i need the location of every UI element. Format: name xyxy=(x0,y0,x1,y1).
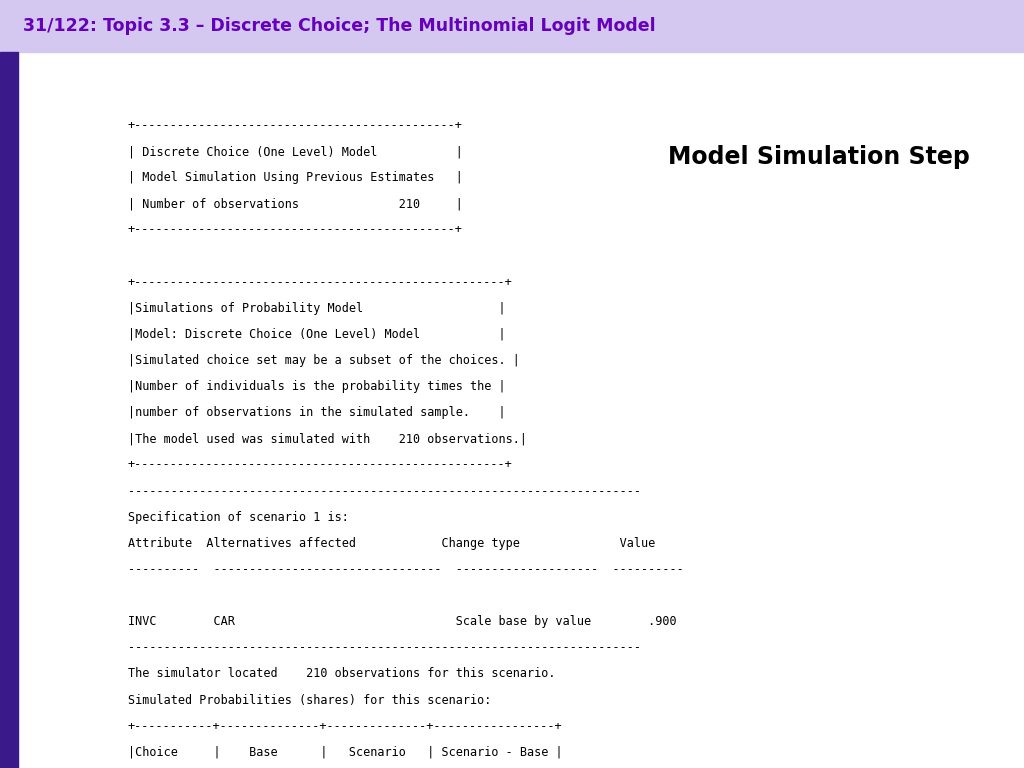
Text: Model Simulation Step: Model Simulation Step xyxy=(669,145,970,170)
Text: | Discrete Choice (One Level) Model           |: | Discrete Choice (One Level) Model | xyxy=(128,145,463,158)
Text: INVC        CAR                               Scale base by value        .900: INVC CAR Scale base by value .900 xyxy=(128,615,677,628)
Text: | Number of observations              210     |: | Number of observations 210 | xyxy=(128,197,463,210)
Text: 31/122: Topic 3.3 – Discrete Choice; The Multinomial Logit Model: 31/122: Topic 3.3 – Discrete Choice; The… xyxy=(23,17,655,35)
Text: ----------  --------------------------------  --------------------  ----------: ---------- -----------------------------… xyxy=(128,563,684,576)
Text: Specification of scenario 1 is:: Specification of scenario 1 is: xyxy=(128,511,349,524)
Text: |number of observations in the simulated sample.    |: |number of observations in the simulated… xyxy=(128,406,506,419)
Text: +----------------------------------------------------+: +---------------------------------------… xyxy=(128,276,513,289)
Text: |Choice     |    Base      |   Scenario   | Scenario - Base |: |Choice | Base | Scenario | Scenario - B… xyxy=(128,746,562,759)
Text: |The model used was simulated with    210 observations.|: |The model used was simulated with 210 o… xyxy=(128,432,527,445)
Text: Attribute  Alternatives affected            Change type              Value: Attribute Alternatives affected Change t… xyxy=(128,537,655,550)
Text: |Simulations of Probability Model                   |: |Simulations of Probability Model | xyxy=(128,302,506,315)
Text: Simulated Probabilities (shares) for this scenario:: Simulated Probabilities (shares) for thi… xyxy=(128,694,492,707)
Text: |Simulated choice set may be a subset of the choices. |: |Simulated choice set may be a subset of… xyxy=(128,354,520,367)
Text: +---------------------------------------------+: +---------------------------------------… xyxy=(128,223,463,237)
Text: |Number of individuals is the probability times the |: |Number of individuals is the probabilit… xyxy=(128,380,506,393)
Text: +-----------+--------------+--------------+-----------------+: +-----------+--------------+------------… xyxy=(128,720,562,733)
Text: ------------------------------------------------------------------------: ----------------------------------------… xyxy=(128,641,641,654)
Text: ------------------------------------------------------------------------: ----------------------------------------… xyxy=(128,485,641,498)
Text: +---------------------------------------------+: +---------------------------------------… xyxy=(128,119,463,132)
Text: | Model Simulation Using Previous Estimates   |: | Model Simulation Using Previous Estima… xyxy=(128,171,463,184)
Text: +----------------------------------------------------+: +---------------------------------------… xyxy=(128,458,513,472)
Text: The simulator located    210 observations for this scenario.: The simulator located 210 observations f… xyxy=(128,667,555,680)
Text: |Model: Discrete Choice (One Level) Model           |: |Model: Discrete Choice (One Level) Mode… xyxy=(128,328,506,341)
